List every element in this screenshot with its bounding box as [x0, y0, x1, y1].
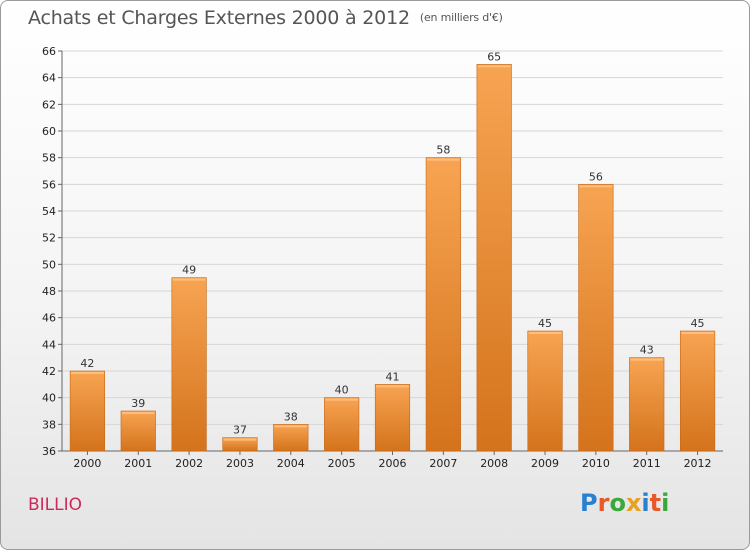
bar-highlight: [630, 358, 664, 361]
data-label-2012: 45: [691, 317, 705, 330]
chart-title-text: Achats et Charges Externes 2000 à 2012: [28, 7, 410, 29]
bar-2007: [425, 157, 461, 452]
bar-highlight: [121, 412, 155, 414]
bar-highlight: [681, 332, 714, 334]
bar-2009: [527, 330, 563, 452]
logo-letter: i: [661, 489, 670, 517]
data-label-2010: 56: [589, 170, 603, 183]
commune-name: BILLIO: [28, 495, 83, 515]
bar-highlight: [172, 278, 206, 281]
x-tick-label-2008: 2008: [480, 457, 508, 470]
chart-title: Achats et Charges Externes 2000 à 2012 (e…: [28, 7, 503, 29]
logo-letter: o: [609, 489, 626, 517]
y-tick-label: 52: [42, 232, 56, 245]
x-tick-label-2012: 2012: [684, 457, 712, 470]
bar-2006: [374, 384, 411, 452]
y-tick-label: 46: [42, 312, 56, 325]
bar-highlight: [477, 65, 511, 68]
x-tick-label-2011: 2011: [633, 457, 661, 470]
bar-2001: [120, 410, 156, 452]
data-label-2003: 37: [233, 424, 247, 437]
bar-highlight: [223, 438, 257, 441]
y-tick-label: 54: [42, 205, 56, 218]
x-tick-label-2007: 2007: [429, 457, 457, 470]
bar-highlight: [528, 332, 562, 334]
y-tick-label: 64: [42, 72, 56, 85]
y-tick-label: 40: [42, 392, 56, 405]
data-label-2002: 49: [182, 264, 196, 277]
data-label-2007: 58: [436, 144, 450, 157]
bar-highlight: [71, 372, 104, 374]
y-tick-label: 38: [42, 418, 56, 431]
logo-letter: r: [597, 489, 610, 517]
data-label-2004: 38: [284, 410, 298, 423]
y-tick-label: 62: [42, 98, 56, 111]
data-label-2011: 43: [640, 344, 654, 357]
bar-2002: [171, 277, 207, 452]
x-tick-label-2010: 2010: [582, 457, 610, 470]
x-tick-label-2009: 2009: [531, 457, 559, 470]
bar-2004: [273, 424, 309, 452]
data-label-2001: 39: [131, 397, 145, 410]
bar-highlight: [274, 425, 308, 428]
bar-2008: [476, 64, 512, 452]
x-tick-label-2003: 2003: [226, 457, 254, 470]
bar-highlight: [376, 385, 409, 388]
labels: 36 38 40 42 44 46 48 50 52 54 56 58 60 62 64 66 42 2000 39…: [42, 45, 712, 470]
bar-2011: [629, 357, 665, 452]
bar-2005: [324, 397, 360, 452]
y-tick-label: 48: [42, 285, 56, 298]
data-label-2008: 65: [487, 50, 501, 63]
y-tick-label: 58: [42, 152, 56, 165]
y-tick-label: 66: [42, 45, 56, 58]
bars: [69, 64, 716, 452]
proxiti-logo[interactable]: Proxiti: [580, 489, 669, 517]
data-label-2009: 45: [538, 317, 552, 330]
y-tick-label: 44: [42, 338, 56, 351]
x-tick-label-2001: 2001: [124, 457, 152, 470]
y-tick-label: 42: [42, 365, 56, 378]
y-tick-label: 56: [42, 178, 56, 191]
bar-2003: [222, 437, 258, 452]
data-label-2006: 41: [386, 370, 400, 383]
bar-2000: [69, 370, 106, 452]
logo-letter: P: [580, 489, 598, 517]
bar-highlight: [325, 398, 358, 401]
data-label-2005: 40: [335, 384, 349, 397]
chart-subtitle: (en milliers d'€): [419, 11, 503, 24]
bar-2010: [578, 184, 614, 452]
y-tick-label: 60: [42, 125, 56, 138]
x-tick-label-2006: 2006: [379, 457, 407, 470]
x-tick-label-2002: 2002: [175, 457, 203, 470]
x-tick-label-2005: 2005: [328, 457, 356, 470]
logo-letter: i: [641, 489, 650, 517]
bar-highlight: [579, 185, 613, 188]
y-tick-label: 50: [42, 258, 56, 271]
bar-2012: [679, 330, 716, 452]
bar-highlight: [427, 158, 460, 161]
logo-letter: x: [625, 489, 642, 517]
logo-letter: t: [649, 489, 662, 517]
y-tick-label: 36: [42, 445, 56, 458]
data-label-2000: 42: [80, 357, 94, 370]
x-tick-label-2000: 2000: [73, 457, 101, 470]
x-tick-label-2004: 2004: [277, 457, 305, 470]
